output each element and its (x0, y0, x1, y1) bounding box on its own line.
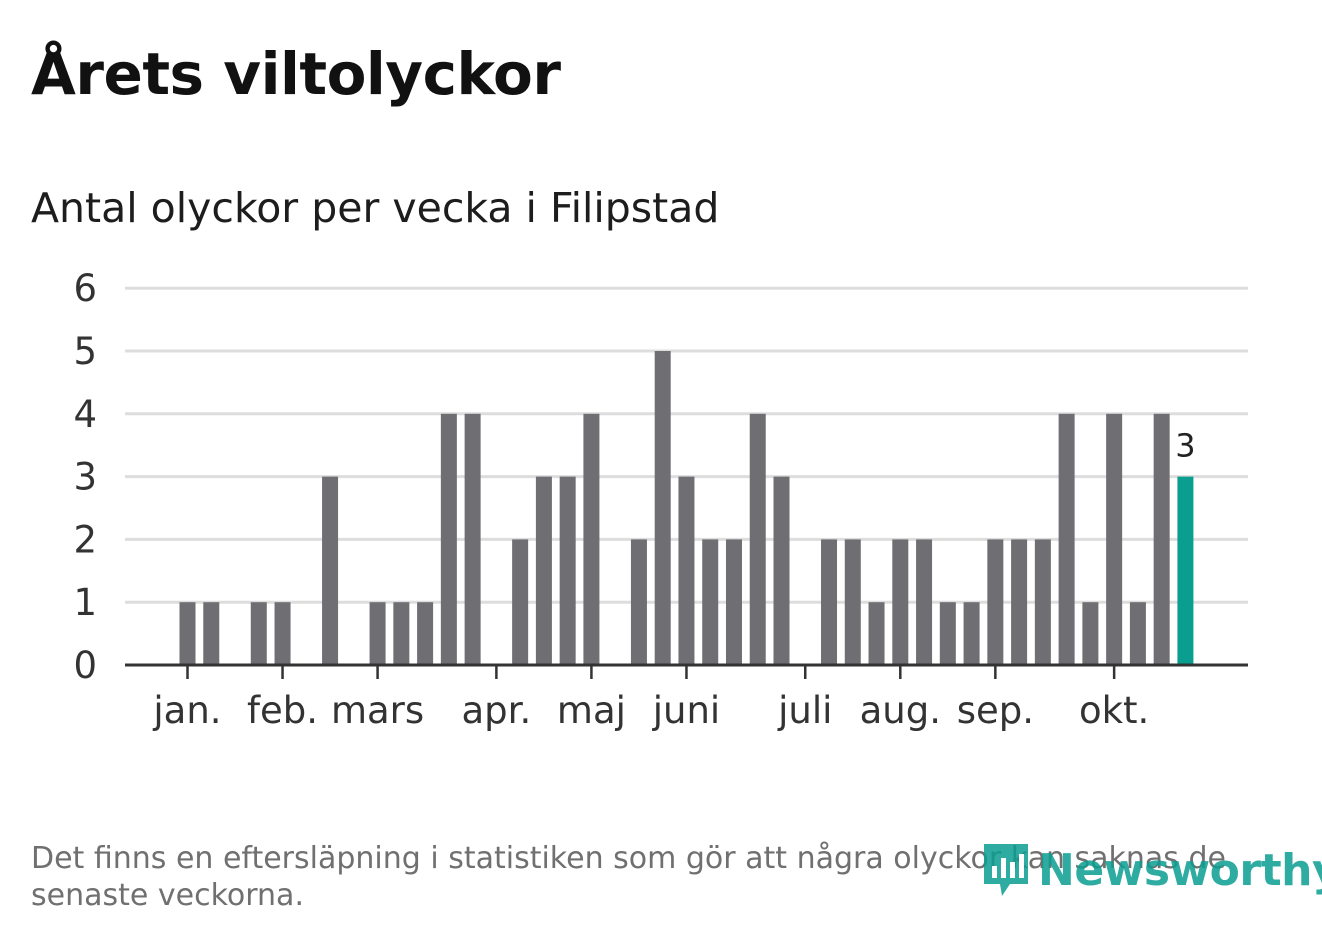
bar-week-12 (393, 602, 410, 665)
bar-week-41 (1082, 602, 1099, 665)
x-tick-label-apr.: apr. (462, 689, 532, 732)
y-tick-label-0: 0 (73, 644, 97, 687)
bar-week-7 (274, 602, 291, 665)
logo-text: Newsworthy (1038, 844, 1322, 896)
newsworthy-chart-bubble-icon (984, 844, 1028, 896)
chart-subtitle: Antal olyckor per vecka i Filipstad (31, 184, 720, 232)
bar-week-34 (916, 539, 933, 665)
bar-week-14 (440, 413, 457, 665)
newsworthy-logo: Newsworthy (980, 840, 1322, 900)
bar-week-6 (250, 602, 267, 665)
highlight-value-label: 3 (1175, 427, 1195, 465)
bars (179, 351, 1194, 665)
x-tick-label-mars: mars (331, 689, 424, 732)
bar-week-44 (1153, 413, 1170, 665)
x-tick-label-jan.: jan. (152, 689, 221, 732)
y-tick-label-2: 2 (73, 518, 97, 561)
bar-week-40 (1058, 413, 1075, 665)
x-tick-label-juni: juni (652, 689, 720, 732)
bar-week-23 (654, 351, 671, 665)
x-axis: jan. feb. mars apr. maj juni juli aug. sep. okt. (125, 663, 1248, 732)
bar-week-43 (1129, 602, 1146, 665)
y-tick-label-6: 6 (73, 267, 97, 310)
bar-week-26 (725, 539, 742, 665)
bar-week-25 (702, 539, 719, 665)
bar-week-11 (369, 602, 386, 665)
bar-week-30 (821, 539, 838, 665)
bar-week-35 (939, 602, 956, 665)
y-tick-label-1: 1 (73, 581, 97, 624)
bar-week-17 (512, 539, 529, 665)
bar-week-42 (1106, 413, 1123, 665)
y-tick-label-4: 4 (73, 393, 97, 436)
bar-week-9 (322, 476, 339, 665)
bar-week-37 (987, 539, 1004, 665)
x-tick-label-maj: maj (557, 689, 626, 732)
bar-week-24 (678, 476, 695, 665)
bar-week-39 (1034, 539, 1051, 665)
bar-week-22 (630, 539, 647, 665)
y-tick-label-3: 3 (73, 456, 97, 499)
bar-week-38 (1011, 539, 1028, 665)
bar-week-20 (583, 413, 600, 665)
bar-week-4 (203, 602, 220, 665)
page-title: Årets viltolyckor (31, 40, 561, 108)
x-tick-label-okt.: okt. (1079, 689, 1149, 732)
y-tick-label-5: 5 (73, 330, 97, 373)
bar-week-33 (892, 539, 909, 665)
bar-week-28 (773, 476, 790, 665)
x-tick-label-sep.: sep. (957, 689, 1034, 732)
bar-week-32 (868, 602, 885, 665)
bar-week-3 (179, 602, 196, 665)
bar-week-36 (963, 602, 980, 665)
bar-week-31 (844, 539, 861, 665)
bar-week-45 (1177, 476, 1194, 665)
bar-week-19 (559, 476, 576, 665)
bar-week-13 (417, 602, 434, 665)
bar-week-18 (535, 476, 552, 665)
bar-chart: 0 1 2 3 4 5 6 jan. feb. mars apr. maj juni juli aug. s… (73, 267, 1248, 732)
x-tick-label-aug.: aug. (860, 689, 941, 732)
x-tick-label-feb.: feb. (247, 689, 318, 732)
x-tick-label-juli: juli (777, 689, 832, 732)
bar-week-27 (749, 413, 766, 665)
bar-week-15 (464, 413, 481, 665)
y-axis-labels: 0 1 2 3 4 5 6 (73, 267, 97, 687)
annotations: 3 (1175, 427, 1195, 465)
